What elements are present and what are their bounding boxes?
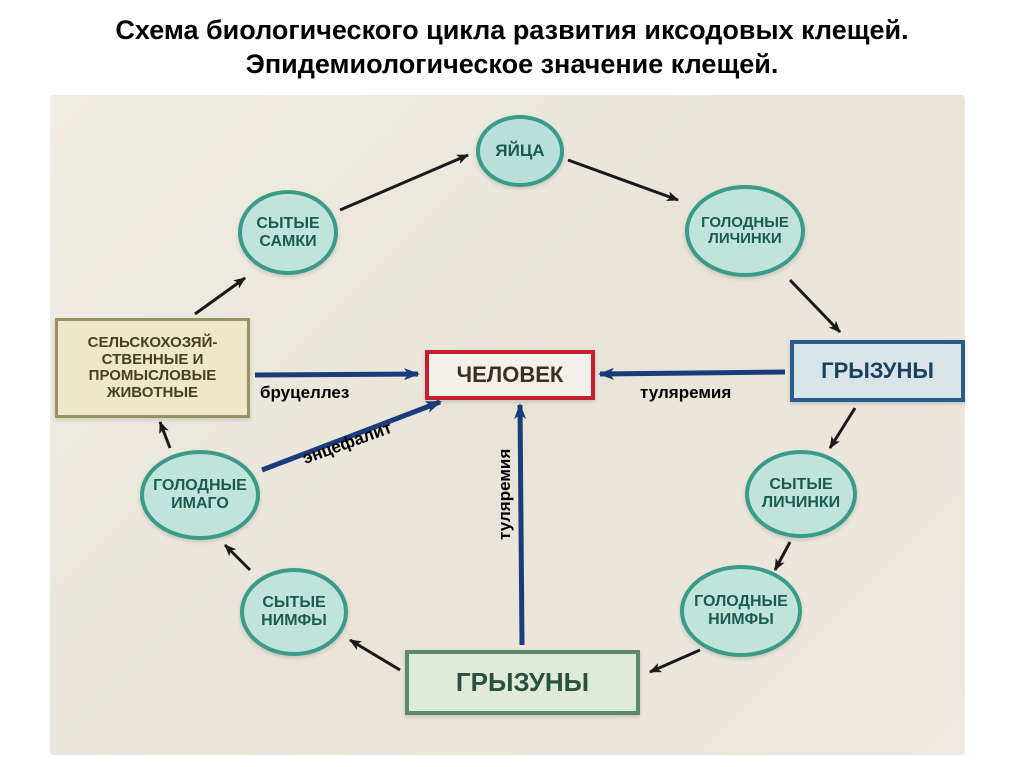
node-fed_females: СЫТЫЕСАМКИ <box>238 190 338 275</box>
node-farm_animals: СЕЛЬСКОХОЗЯЙ-СТВЕННЫЕ ИПРОМЫСЛОВЫЕЖИВОТН… <box>55 318 250 418</box>
node-hungry_nymphs: ГОЛОДНЫЕНИМФЫ <box>680 565 802 657</box>
edge-label-tularemia_bottom: туляремия <box>495 449 515 540</box>
node-label: СЫТЫЕНИМФЫ <box>261 594 327 629</box>
edge-label-tularemia_right: туляремия <box>640 383 731 403</box>
node-eggs: ЯЙЦА <box>476 115 564 187</box>
edge-label-brucellosis: бруцеллез <box>260 383 349 403</box>
node-fed_larvae: СЫТЫЕЛИЧИНКИ <box>745 450 857 538</box>
diagram-title: Схема биологического цикла развития иксо… <box>52 14 972 82</box>
node-label: ГОЛОДНЫЕИМАГО <box>153 477 247 512</box>
node-fed_nymphs: СЫТЫЕНИМФЫ <box>240 568 348 656</box>
node-label: СЫТЫЕСАМКИ <box>256 215 319 250</box>
node-label: ГРЫЗУНЫ <box>456 668 589 697</box>
node-label: ГОЛОДНЫЕНИМФЫ <box>694 593 788 628</box>
node-label: ГРЫЗУНЫ <box>821 359 934 383</box>
node-label: ГОЛОДНЫЕЛИЧИНКИ <box>701 215 789 248</box>
node-hungry_larvae: ГОЛОДНЫЕЛИЧИНКИ <box>685 185 805 277</box>
node-human: ЧЕЛОВЕК <box>425 350 595 400</box>
node-label: СЕЛЬСКОХОЗЯЙ-СТВЕННЫЕ ИПРОМЫСЛОВЫЕЖИВОТН… <box>88 335 218 401</box>
node-label: ЯЙЦА <box>495 142 544 161</box>
node-label: ЧЕЛОВЕК <box>457 363 564 387</box>
node-hungry_imago: ГОЛОДНЫЕИМАГО <box>140 450 260 540</box>
node-label: СЫТЫЕЛИЧИНКИ <box>762 476 840 511</box>
node-rodents_right: ГРЫЗУНЫ <box>790 340 965 402</box>
node-rodents_bottom: ГРЫЗУНЫ <box>405 650 640 715</box>
